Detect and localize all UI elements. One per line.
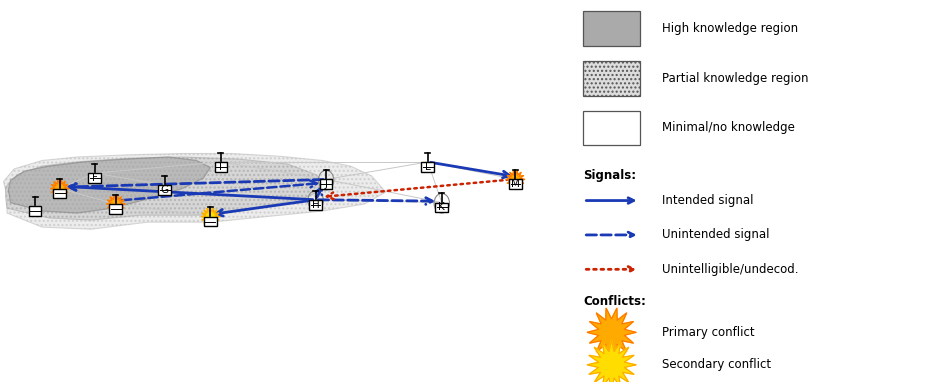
FancyBboxPatch shape: [29, 206, 41, 216]
FancyBboxPatch shape: [509, 180, 522, 189]
Text: Signals:: Signals:: [583, 169, 637, 182]
FancyBboxPatch shape: [89, 173, 101, 183]
Text: L: L: [424, 162, 431, 172]
Polygon shape: [107, 195, 124, 213]
Polygon shape: [587, 308, 636, 356]
FancyBboxPatch shape: [422, 162, 434, 172]
FancyBboxPatch shape: [215, 162, 227, 172]
Text: F: F: [92, 173, 97, 183]
PathPatch shape: [4, 154, 386, 229]
Text: Conflicts:: Conflicts:: [583, 295, 646, 308]
FancyBboxPatch shape: [320, 180, 333, 189]
Polygon shape: [201, 207, 220, 226]
Polygon shape: [50, 180, 69, 197]
Text: Secondary conflict: Secondary conflict: [662, 358, 771, 371]
Polygon shape: [507, 170, 525, 188]
Text: M: M: [511, 179, 520, 189]
Text: Primary conflict: Primary conflict: [662, 326, 755, 339]
FancyBboxPatch shape: [309, 200, 322, 210]
Text: Intended signal: Intended signal: [662, 194, 754, 207]
Text: K: K: [439, 202, 445, 212]
Text: Unintelligible/undecod.: Unintelligible/undecod.: [662, 263, 798, 276]
PathPatch shape: [6, 157, 330, 220]
FancyBboxPatch shape: [583, 111, 640, 145]
FancyBboxPatch shape: [583, 61, 640, 96]
Text: J: J: [324, 179, 327, 189]
FancyBboxPatch shape: [583, 11, 640, 46]
FancyBboxPatch shape: [436, 202, 448, 212]
FancyBboxPatch shape: [109, 204, 122, 214]
Text: I: I: [220, 162, 223, 172]
PathPatch shape: [8, 157, 210, 213]
Text: Partial knowledge region: Partial knowledge region: [662, 72, 809, 85]
Text: G: G: [161, 185, 169, 195]
Text: Unintended signal: Unintended signal: [662, 228, 770, 241]
Text: High knowledge region: High knowledge region: [662, 22, 798, 35]
Text: Minimal/no knowledge: Minimal/no knowledge: [662, 121, 795, 134]
FancyBboxPatch shape: [204, 217, 217, 227]
Text: H: H: [311, 200, 320, 210]
Polygon shape: [587, 340, 636, 382]
FancyBboxPatch shape: [53, 189, 65, 198]
FancyBboxPatch shape: [158, 185, 171, 195]
